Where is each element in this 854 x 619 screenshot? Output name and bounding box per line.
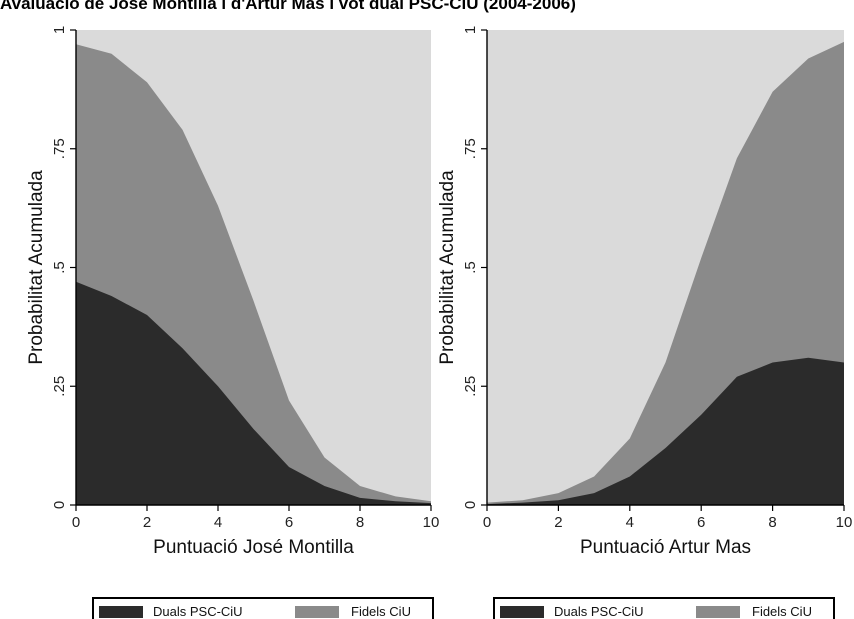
x-tick-label: 4 bbox=[214, 514, 222, 531]
y-tick-label: .25 bbox=[51, 376, 68, 397]
legend-box bbox=[92, 597, 434, 619]
legend-label: Duals PSC-CiU bbox=[153, 604, 243, 619]
figure-title: Avaluació de José Montilla i d'Artur Mas… bbox=[0, 0, 576, 13]
x-tick-label: 6 bbox=[697, 514, 705, 531]
y-tick-label: .5 bbox=[51, 261, 68, 274]
area-duals-psc-ciu bbox=[487, 357, 844, 505]
x-tick-label: 0 bbox=[483, 514, 491, 531]
y-axis-title: Probabilitat Acumulada bbox=[437, 170, 458, 365]
legend-label: Fidels CiU bbox=[351, 604, 411, 619]
x-tick-label: 10 bbox=[423, 514, 440, 531]
area-duals-psc-ciu bbox=[76, 281, 431, 505]
x-tick-label: 6 bbox=[285, 514, 293, 531]
legend-swatch bbox=[500, 606, 544, 618]
y-axis-title: Probabilitat Acumulada bbox=[26, 170, 47, 365]
legend-box bbox=[493, 597, 835, 619]
y-tick-label: .75 bbox=[462, 138, 479, 159]
x-tick-label: 2 bbox=[554, 514, 562, 531]
legend-label: Fidels CiU bbox=[752, 604, 812, 619]
y-tick-label: .25 bbox=[462, 376, 479, 397]
y-tick-label: 0 bbox=[51, 501, 68, 509]
x-axis-title: Puntuació José Montilla bbox=[153, 537, 354, 558]
x-axis-title: Puntuació Artur Mas bbox=[580, 537, 751, 558]
x-tick-label: 0 bbox=[72, 514, 80, 531]
x-tick-label: 8 bbox=[768, 514, 776, 531]
y-tick-label: .75 bbox=[51, 138, 68, 159]
y-tick-label: 1 bbox=[51, 26, 68, 34]
y-tick-label: 1 bbox=[462, 26, 479, 34]
y-tick-label: 0 bbox=[462, 501, 479, 509]
legend-swatch bbox=[696, 606, 740, 618]
legend-swatch bbox=[295, 606, 339, 618]
legend-swatch bbox=[99, 606, 143, 618]
y-tick-label: .5 bbox=[462, 261, 479, 274]
x-tick-label: 2 bbox=[143, 514, 151, 531]
x-tick-label: 4 bbox=[626, 514, 634, 531]
legend-label: Duals PSC-CiU bbox=[554, 604, 644, 619]
x-tick-label: 8 bbox=[356, 514, 364, 531]
x-tick-label: 10 bbox=[836, 514, 853, 531]
